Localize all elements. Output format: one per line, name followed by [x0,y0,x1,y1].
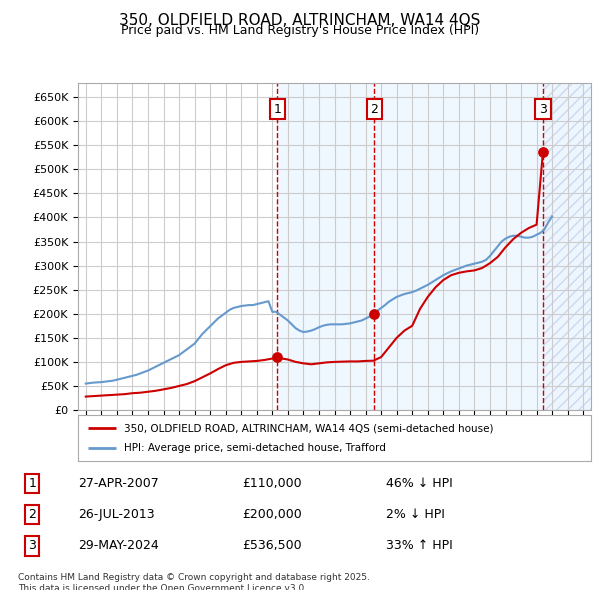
Point [272,352,282,362]
Text: 350, OLDFIELD ROAD, ALTRINCHAM, WA14 4QS (semi-detached house): 350, OLDFIELD ROAD, ALTRINCHAM, WA14 4QS… [124,423,494,433]
Text: 350, OLDFIELD ROAD, ALTRINCHAM, WA14 4QS: 350, OLDFIELD ROAD, ALTRINCHAM, WA14 4QS [119,13,481,28]
Text: £536,500: £536,500 [242,539,302,552]
Text: 26-JUL-2013: 26-JUL-2013 [78,508,155,522]
Bar [543,83,591,410]
Text: 27-APR-2007: 27-APR-2007 [78,477,159,490]
Bar [374,83,543,410]
Text: Contains HM Land Registry data © Crown copyright and database right 2025.
This d: Contains HM Land Registry data © Crown c… [18,573,370,590]
Point [370,309,379,319]
Text: HPI: Average price, semi-detached house, Trafford: HPI: Average price, semi-detached house,… [124,444,386,454]
Point [538,147,548,156]
Bar [277,83,374,410]
Text: 1: 1 [28,477,36,490]
Text: 3: 3 [539,103,547,116]
Text: £110,000: £110,000 [242,477,302,490]
Text: 2: 2 [28,508,36,522]
Text: £200,000: £200,000 [242,508,302,522]
Text: 33% ↑ HPI: 33% ↑ HPI [386,539,453,552]
Text: 2: 2 [370,103,378,116]
Text: 46% ↓ HPI: 46% ↓ HPI [386,477,453,490]
Text: 29-MAY-2024: 29-MAY-2024 [78,539,159,552]
Text: 2% ↓ HPI: 2% ↓ HPI [386,508,445,522]
Text: Price paid vs. HM Land Registry's House Price Index (HPI): Price paid vs. HM Land Registry's House … [121,24,479,37]
Text: 3: 3 [28,539,36,552]
Text: 1: 1 [274,103,281,116]
